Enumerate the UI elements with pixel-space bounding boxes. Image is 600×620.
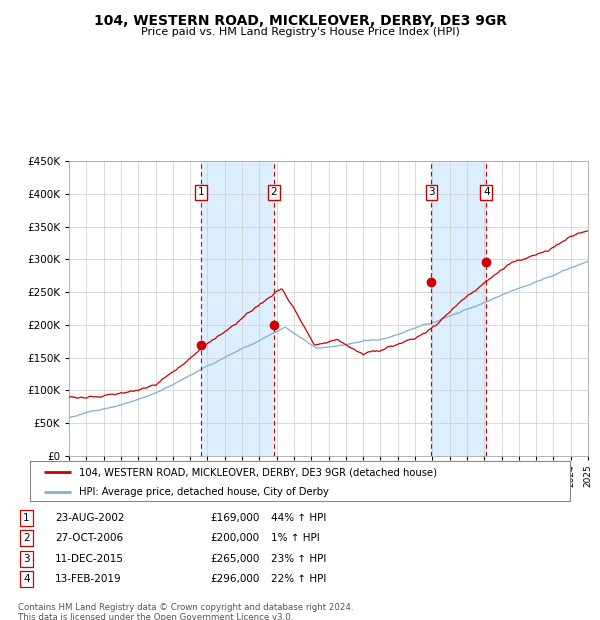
Text: 2: 2 [23, 533, 30, 543]
Text: 13-FEB-2019: 13-FEB-2019 [55, 574, 122, 584]
Bar [202, 161, 274, 456]
Text: 23% ↑ HPI: 23% ↑ HPI [271, 554, 326, 564]
Text: 11-DEC-2015: 11-DEC-2015 [55, 554, 124, 564]
Text: 44% ↑ HPI: 44% ↑ HPI [271, 513, 326, 523]
Text: £296,000: £296,000 [211, 574, 260, 584]
Text: 1: 1 [23, 513, 30, 523]
Text: £169,000: £169,000 [211, 513, 260, 523]
Text: 3: 3 [23, 554, 30, 564]
Text: 22% ↑ HPI: 22% ↑ HPI [271, 574, 326, 584]
Text: 2: 2 [271, 187, 277, 197]
Text: Price paid vs. HM Land Registry's House Price Index (HPI): Price paid vs. HM Land Registry's House … [140, 27, 460, 37]
Text: 104, WESTERN ROAD, MICKLEOVER, DERBY, DE3 9GR (detached house): 104, WESTERN ROAD, MICKLEOVER, DERBY, DE… [79, 467, 437, 477]
Text: HPI: Average price, detached house, City of Derby: HPI: Average price, detached house, City… [79, 487, 328, 497]
Text: £265,000: £265,000 [211, 554, 260, 564]
Text: 23-AUG-2002: 23-AUG-2002 [55, 513, 125, 523]
Text: 104, WESTERN ROAD, MICKLEOVER, DERBY, DE3 9GR: 104, WESTERN ROAD, MICKLEOVER, DERBY, DE… [94, 14, 506, 28]
Text: 4: 4 [483, 187, 490, 197]
Text: £200,000: £200,000 [211, 533, 260, 543]
Text: 3: 3 [428, 187, 435, 197]
Text: 1: 1 [198, 187, 205, 197]
Text: 4: 4 [23, 574, 30, 584]
Bar [431, 161, 486, 456]
Text: 27-OCT-2006: 27-OCT-2006 [55, 533, 124, 543]
Text: Contains HM Land Registry data © Crown copyright and database right 2024.
This d: Contains HM Land Registry data © Crown c… [18, 603, 353, 620]
Text: 1% ↑ HPI: 1% ↑ HPI [271, 533, 320, 543]
